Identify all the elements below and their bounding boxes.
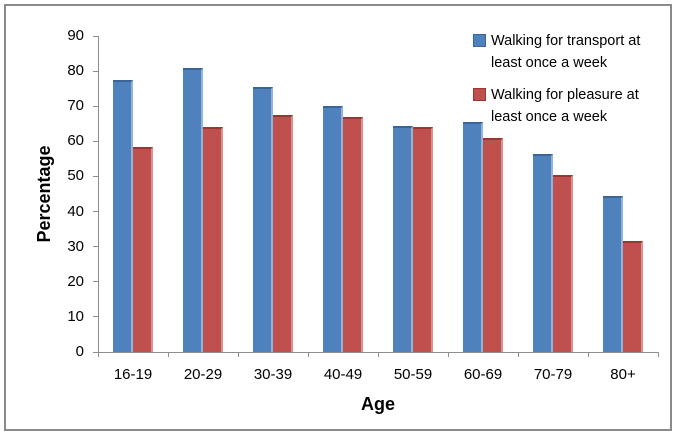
y-tick-mark: [93, 246, 98, 248]
bar-s0-70-79: [533, 153, 553, 352]
chart-frame: 0 10 20 30 40 50 60 70 80 90 16-19 20-29 30-39 40-49…: [4, 4, 672, 431]
y-tick-label: 80: [67, 62, 84, 80]
y-tick-mark: [93, 70, 98, 72]
y-tick-label: 10: [67, 307, 84, 325]
x-tick-label-30-39: 30-39: [253, 366, 293, 383]
x-tick-mark: [588, 352, 589, 357]
x-tick-label-20-29: 20-29: [183, 366, 223, 383]
y-tick-label: 60: [67, 132, 84, 150]
bar-s1-40-49: [343, 116, 363, 352]
y-tick-mark: [93, 35, 98, 37]
bar-s0-16-19: [113, 79, 133, 352]
bar-s1-60-69: [483, 137, 503, 352]
y-tick-label: 30: [67, 237, 84, 255]
bar-s0-40-49: [323, 106, 343, 352]
y-tick-label: 40: [67, 202, 84, 220]
x-axis-title: Age: [360, 394, 395, 414]
y-tick-label: 0: [75, 343, 84, 360]
y-tick-mark: [93, 316, 98, 318]
y-tick-label: 20: [67, 272, 84, 290]
legend-swatch-icon: [473, 88, 486, 101]
legend: Walking for transport at least once a we…: [473, 30, 665, 138]
x-tick-mark: [658, 352, 659, 357]
x-tick-label-16-19: 16-19: [113, 366, 153, 383]
legend-label: Walking for transport at least once a we…: [491, 33, 641, 71]
x-tick-mark: [448, 352, 449, 357]
y-tick-mark: [93, 351, 98, 353]
y-axis-title: Percentage: [34, 145, 54, 243]
x-tick-mark: [168, 352, 169, 357]
x-tick-mark: [378, 352, 379, 357]
y-tick-mark: [93, 281, 98, 283]
legend-item-1: Walking for pleasure at least once a wee…: [473, 84, 665, 128]
x-tick-mark: [238, 352, 239, 357]
bar-s1-80+: [623, 241, 643, 352]
bar-s1-30-39: [273, 115, 293, 352]
y-axis-line: [98, 36, 99, 357]
x-tick-label-80+: 80+: [610, 366, 636, 383]
y-tick-label: 50: [67, 167, 84, 185]
bar-s0-80+: [603, 195, 623, 352]
x-tick-label-60-69: 60-69: [463, 366, 503, 383]
bar-s1-16-19: [133, 146, 153, 352]
y-tick-mark: [93, 211, 98, 213]
y-tick-label: 70: [67, 97, 84, 115]
x-tick-label-40-49: 40-49: [323, 366, 363, 383]
bar-s0-60-69: [463, 122, 483, 352]
bar-s0-20-29: [183, 67, 203, 352]
x-tick-label-50-59: 50-59: [393, 366, 433, 383]
y-tick-mark: [93, 175, 98, 177]
y-tick-label: 90: [67, 27, 84, 44]
x-tick-mark: [308, 352, 309, 357]
y-tick-mark: [93, 140, 98, 142]
bar-s0-50-59: [393, 125, 413, 352]
legend-swatch-icon: [473, 34, 486, 47]
x-tick-mark: [518, 352, 519, 357]
legend-item-0: Walking for transport at least once a we…: [473, 30, 665, 74]
bar-s1-50-59: [413, 127, 433, 352]
legend-label: Walking for pleasure at least once a wee…: [491, 87, 639, 125]
x-tick-mark: [98, 352, 99, 357]
bar-s1-70-79: [553, 174, 573, 352]
bar-s1-20-29: [203, 127, 223, 352]
y-tick-mark: [93, 105, 98, 107]
x-tick-label-70-79: 70-79: [533, 366, 573, 383]
bar-s0-30-39: [253, 86, 273, 352]
